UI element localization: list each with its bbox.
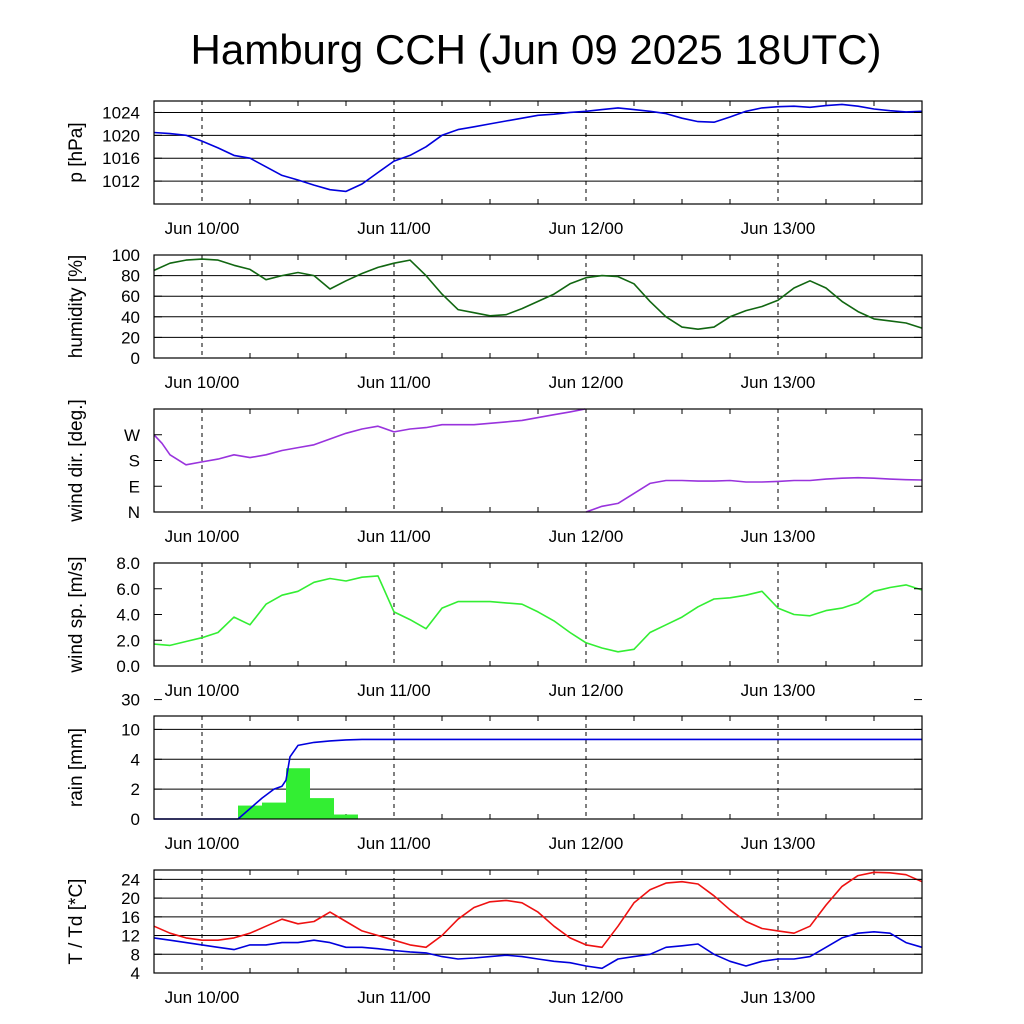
y-tick-label: 1012	[102, 172, 140, 191]
x-tick-label: Jun 11/00	[357, 988, 430, 1007]
y-tick-label: 40	[121, 308, 140, 327]
y-axis-label: humidity [%]	[66, 255, 87, 358]
y-tick-label: 0	[131, 349, 140, 368]
y-axis-label: T / Td [*C]	[66, 879, 87, 965]
plot-frame	[153, 100, 923, 205]
y-tick-label: 1020	[102, 126, 140, 145]
y-tick-label: 8.0	[116, 554, 140, 573]
x-tick-label: Jun 10/00	[165, 527, 240, 546]
series-line-wind-direction-1	[585, 476, 923, 513]
x-tick-label: Jun 11/00	[357, 527, 430, 546]
series-line-wind-speed-0	[153, 575, 923, 653]
y-tick-label: E	[129, 477, 140, 496]
x-tick-label: Jun 13/00	[741, 681, 816, 700]
y-tick-label: S	[129, 452, 140, 471]
x-tick-label: Jun 13/00	[741, 988, 816, 1007]
y-tick-label: 0.0	[116, 657, 140, 676]
plot-frame	[153, 254, 923, 359]
x-tick-label: Jun 10/00	[165, 373, 240, 392]
y-tick-label: 100	[112, 246, 140, 265]
x-tick-label: Jun 12/00	[549, 681, 624, 700]
y-tick-label: 1016	[102, 149, 140, 168]
y-axis-label: p [hPa]	[66, 122, 87, 182]
plot-frame	[153, 562, 923, 667]
series-line-pressure-0	[153, 103, 923, 193]
x-tick-label: Jun 13/00	[741, 373, 816, 392]
y-tick-label: 4	[131, 964, 140, 983]
plot-frame	[153, 869, 923, 974]
y-tick-label: 20	[121, 328, 140, 347]
y-tick-label: 0	[131, 810, 140, 829]
x-tick-label: Jun 12/00	[549, 373, 624, 392]
y-tick-label: 80	[121, 267, 140, 286]
x-tick-label: Jun 11/00	[357, 834, 430, 853]
y-tick-label: 20	[121, 889, 140, 908]
y-tick-label: 2.0	[116, 631, 140, 650]
x-tick-label: Jun 13/00	[741, 834, 816, 853]
rain-bar	[286, 768, 310, 819]
x-tick-label: Jun 12/00	[549, 219, 624, 238]
x-tick-label: Jun 10/00	[165, 681, 240, 700]
y-axis-label: wind dir. [deg.]	[66, 399, 87, 523]
x-tick-label: Jun 11/00	[357, 219, 430, 238]
y-tick-label: 16	[121, 908, 140, 927]
series-line-humidity-0	[153, 258, 923, 330]
series-line-rain-0	[154, 738, 922, 820]
y-tick-label: 12	[121, 927, 140, 946]
x-tick-label: Jun 10/00	[165, 219, 240, 238]
x-tick-label: Jun 10/00	[165, 988, 240, 1007]
panel-pressure: 1012 1016 1020 1024 p [hPa] Jun 10/00 Jun 11/0…	[66, 100, 923, 238]
x-tick-label: Jun 11/00	[357, 681, 430, 700]
plot-frame	[153, 715, 923, 820]
x-tick-label: Jun 12/00	[549, 834, 624, 853]
y-tick-label: 2	[131, 780, 140, 799]
x-tick-label: Jun 11/00	[357, 373, 430, 392]
y-tick-label: N	[128, 503, 140, 522]
rain-bar	[262, 802, 286, 819]
y-axis-label: wind sp. [m/s]	[66, 556, 87, 673]
y-tick-label: W	[124, 426, 140, 445]
x-tick-label: Jun 13/00	[741, 527, 816, 546]
series-line-wind-direction-0	[153, 408, 586, 466]
rain-bar	[238, 805, 262, 819]
x-tick-label: Jun 13/00	[741, 219, 816, 238]
rain-bar	[310, 798, 334, 819]
y-tick-label: 4.0	[116, 606, 140, 625]
y-tick-label: 24	[121, 870, 140, 889]
panel-rain: 0 2 4 10 30 rain [mm] Jun 10/00 Jun 11/00 Jun 12…	[66, 691, 923, 853]
y-tick-label: 10	[121, 720, 140, 739]
y-tick-label: 60	[121, 287, 140, 306]
rain-bar	[334, 814, 358, 819]
y-tick-label: 1024	[102, 103, 140, 122]
y-axis-label: rain [mm]	[66, 728, 87, 807]
x-tick-label: Jun 10/00	[165, 834, 240, 853]
series-line-temperature-1	[153, 931, 923, 970]
y-tick-label: 6.0	[116, 580, 140, 599]
plot-frame	[153, 408, 923, 513]
y-tick-label: 30	[121, 691, 140, 710]
series-line-temperature-0	[153, 871, 923, 949]
y-tick-label: 4	[131, 750, 140, 769]
chart-title: Hamburg CCH (Jun 09 2025 18UTC)	[190, 26, 882, 73]
x-tick-label: Jun 12/00	[549, 527, 624, 546]
y-tick-label: 8	[131, 945, 140, 964]
panel-wind-speed: 0.0 2.0 4.0 6.0 8.0 wind sp. [m/s] Jun 10/00 Ju…	[66, 554, 923, 700]
x-tick-label: Jun 12/00	[549, 988, 624, 1007]
